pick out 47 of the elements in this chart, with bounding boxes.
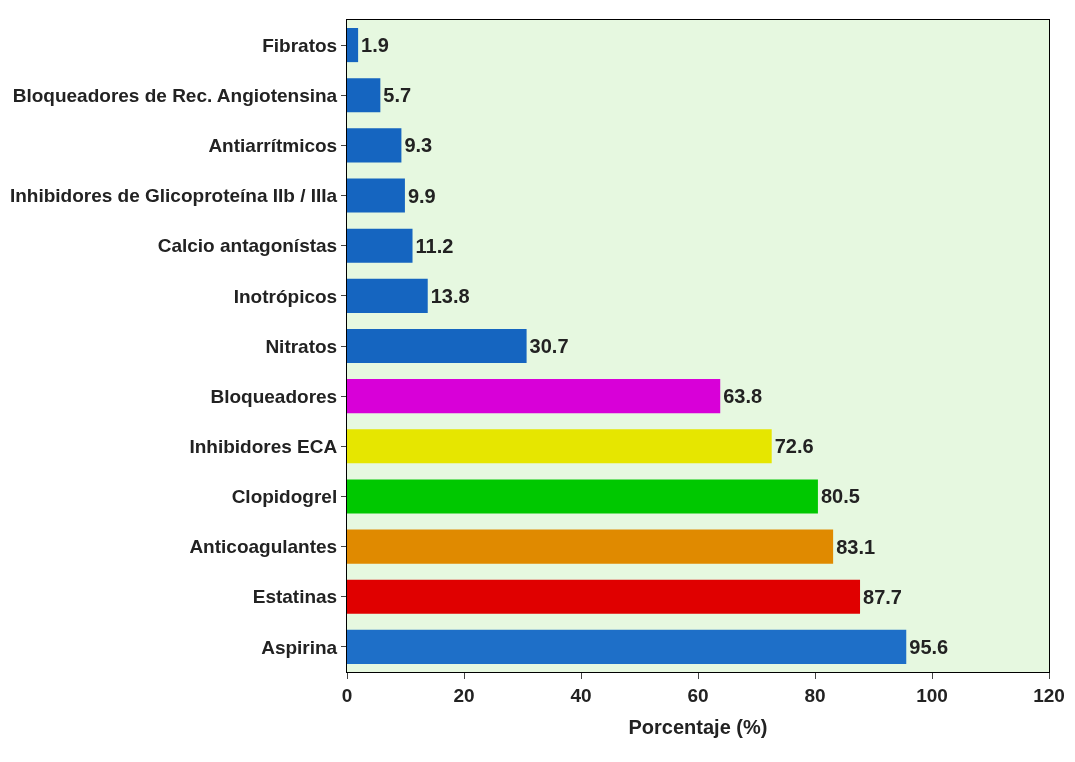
x-tick-label: 100 bbox=[916, 684, 948, 706]
data-label: 72.6 bbox=[774, 435, 814, 458]
y-tick-label: Inotrópicos bbox=[233, 285, 338, 307]
data-label: 63.8 bbox=[723, 385, 763, 408]
y-tick-label: Bloqueadores bbox=[210, 385, 338, 407]
data-label: 11.2 bbox=[415, 234, 454, 257]
bar bbox=[347, 28, 359, 63]
data-label: 9.9 bbox=[407, 184, 436, 207]
data-label: 83.1 bbox=[836, 535, 876, 558]
data-label: 95.6 bbox=[909, 635, 949, 658]
y-tick-label: Inhibidores ECA bbox=[189, 435, 338, 457]
data-label: 13.8 bbox=[430, 284, 470, 307]
y-tick-label: Bloqueadores de Rec. Angiotensina bbox=[12, 84, 338, 106]
data-label: 1.9 bbox=[361, 34, 389, 57]
y-tick-label: Clopidogrel bbox=[231, 486, 338, 508]
bar bbox=[347, 379, 721, 414]
bar bbox=[347, 529, 834, 564]
y-tick-label: Aspirina bbox=[261, 636, 338, 658]
x-tick-label: 80 bbox=[804, 684, 826, 706]
bar bbox=[347, 328, 527, 364]
x-tick-label: 120 bbox=[1033, 684, 1065, 706]
bar bbox=[347, 278, 428, 313]
y-tick-label: Antiarrítmicos bbox=[208, 135, 338, 157]
y-tick-label: Inhibidores de Glicoproteína IIb / IIIa bbox=[9, 185, 338, 207]
y-tick-label: Fibratos bbox=[262, 34, 338, 56]
bar bbox=[347, 479, 818, 514]
bar bbox=[347, 579, 861, 614]
x-tick-label: 0 bbox=[341, 684, 353, 706]
x-axis-title: Porcentaje (%) bbox=[628, 716, 768, 739]
bar bbox=[347, 429, 772, 464]
bar bbox=[347, 228, 413, 263]
data-label: 87.7 bbox=[863, 585, 902, 608]
data-label: 30.7 bbox=[529, 335, 569, 357]
data-label: 9.3 bbox=[404, 134, 433, 157]
x-tick-label: 40 bbox=[570, 684, 592, 706]
bar bbox=[347, 178, 405, 213]
data-label: 80.5 bbox=[820, 485, 860, 508]
x-tick-label: 20 bbox=[453, 684, 475, 706]
y-tick-label: Estatinas bbox=[252, 586, 338, 608]
x-tick-label: 60 bbox=[687, 684, 709, 706]
bar bbox=[347, 78, 381, 113]
bar bbox=[347, 629, 907, 664]
y-tick-label: Calcio antagonístas bbox=[157, 235, 338, 257]
data-label: 5.7 bbox=[383, 84, 412, 107]
bar bbox=[347, 128, 402, 163]
y-tick-label: Nitratos bbox=[265, 335, 338, 357]
y-tick-label: Anticoagulantes bbox=[189, 536, 338, 558]
